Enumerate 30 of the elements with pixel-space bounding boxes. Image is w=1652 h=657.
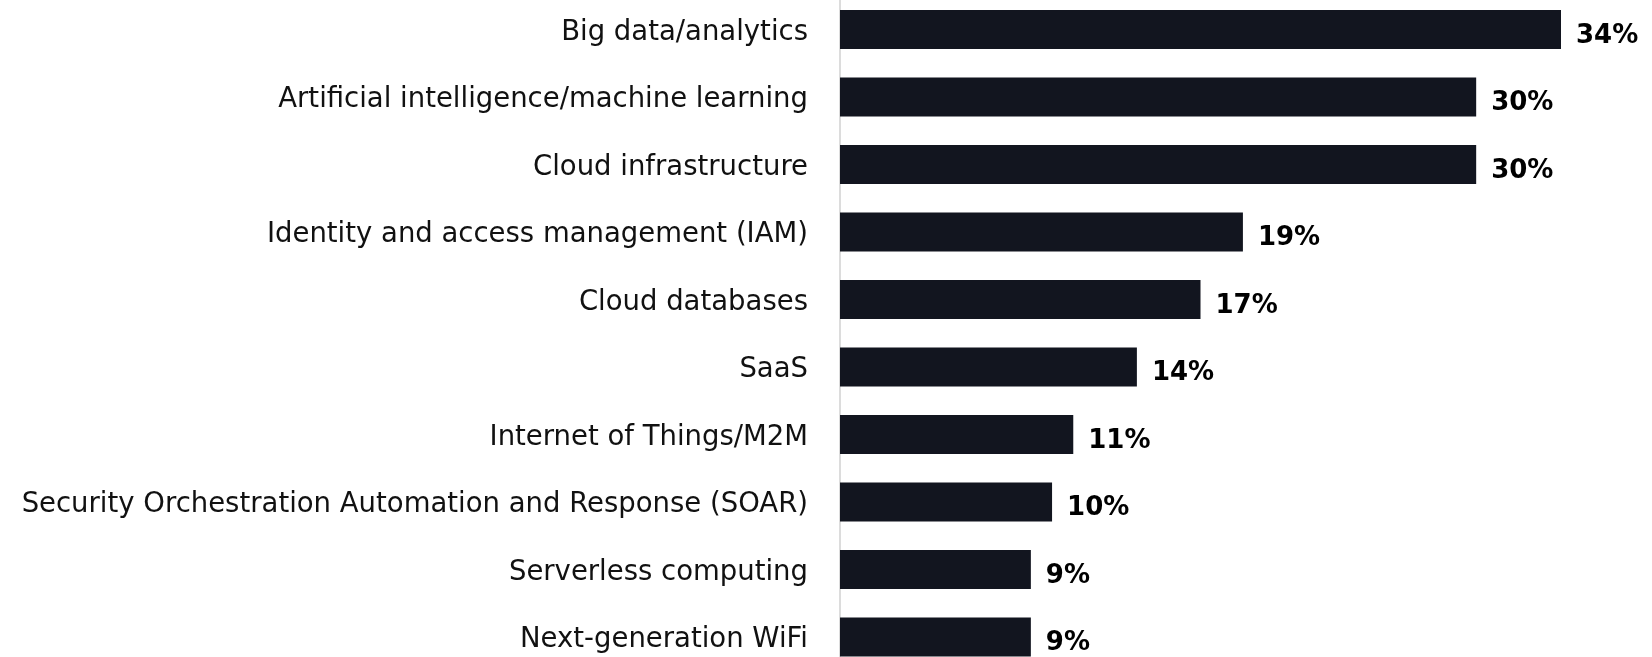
- bar: [840, 280, 1201, 319]
- y-tick-label: Serverless computing: [508, 553, 808, 586]
- data-label: 10%: [1067, 491, 1130, 521]
- bar: [840, 482, 1053, 522]
- bar: [840, 617, 1031, 657]
- y-tick-label: Artificial intelligence/machine learning: [278, 81, 808, 113]
- y-tick-label: Cloud infrastructure: [533, 148, 808, 181]
- data-label: 34%: [1576, 18, 1639, 49]
- bar: [840, 145, 1477, 184]
- bar: [840, 347, 1137, 387]
- y-tick-label: Internet of Things/M2M: [489, 418, 808, 451]
- data-label: 19%: [1257, 221, 1321, 251]
- data-label: 17%: [1215, 288, 1278, 319]
- data-label: 14%: [1151, 356, 1215, 386]
- data-label: 30%: [1491, 86, 1554, 116]
- y-tick-label: Next-generation WiFi: [520, 621, 808, 653]
- data-label: 9%: [1045, 626, 1091, 656]
- data-label: 30%: [1491, 153, 1554, 184]
- bar: [840, 550, 1031, 589]
- y-tick-label: Cloud databases: [578, 283, 808, 316]
- y-tick-label: Security Orchestration Automation and Response (SOAR): [21, 486, 808, 518]
- y-tick-label: Identity and access management (IAM): [266, 216, 808, 248]
- y-tick-label: SaaS: [739, 351, 808, 383]
- bar: [840, 77, 1477, 117]
- bar: [840, 415, 1074, 454]
- data-label: 9%: [1045, 558, 1091, 589]
- data-label: 11%: [1088, 423, 1151, 454]
- y-tick-label: Big data/analytics: [561, 13, 808, 46]
- bar: [840, 10, 1561, 49]
- bar: [840, 212, 1243, 252]
